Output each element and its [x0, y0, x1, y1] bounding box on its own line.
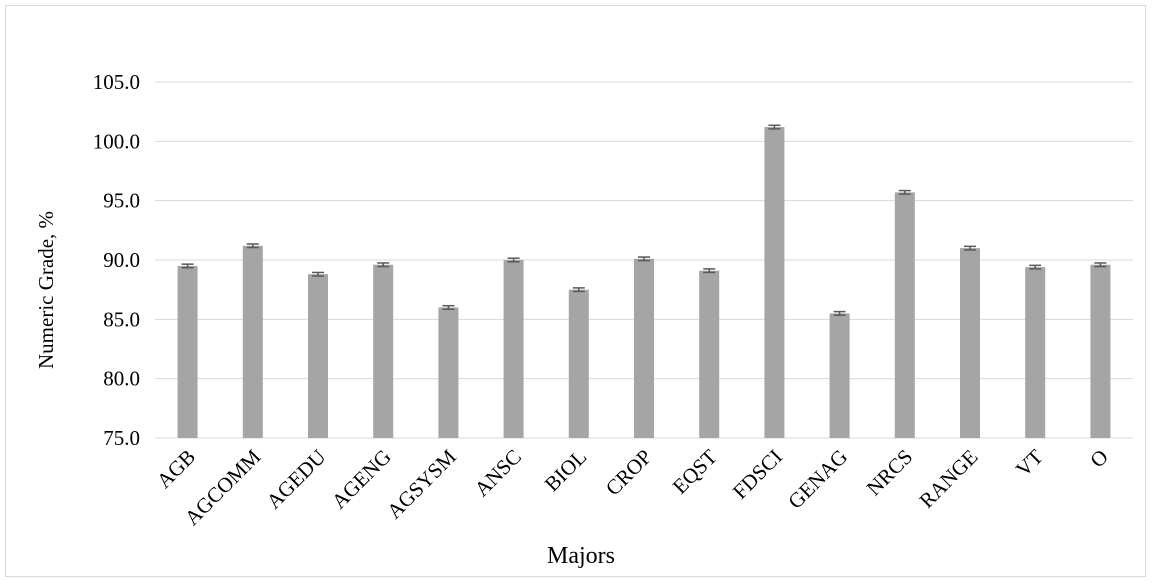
- x-tick-label: RANGE: [914, 445, 982, 513]
- bar-ansc: [503, 260, 524, 438]
- x-tick-label: O: [1085, 445, 1113, 473]
- y-tick-label: 75.0: [103, 426, 140, 450]
- bar-crop: [634, 258, 654, 438]
- x-tick-label: AGB: [152, 445, 200, 493]
- x-tick-label: CROP: [601, 445, 657, 501]
- x-tick-label: ANSC: [470, 445, 527, 502]
- bar-agb: [177, 265, 198, 438]
- y-tick-labels: 75.0 80.0 85.0 90.0 95.0 100.0 105.0: [93, 70, 140, 450]
- x-tick-label: BIOL: [540, 445, 592, 497]
- y-tick-label: 100.0: [93, 129, 140, 153]
- y-tick-label: 80.0: [103, 367, 140, 391]
- bar-agsysm: [438, 307, 459, 438]
- bar-fdsci: [764, 127, 785, 439]
- x-tick-label: AGEDU: [262, 445, 331, 514]
- bar-range: [960, 248, 980, 438]
- y-tick-label: 85.0: [103, 307, 140, 331]
- y-tick-label: 90.0: [103, 248, 140, 272]
- bar-eqst: [699, 270, 720, 438]
- x-tick-label: GENAG: [783, 445, 852, 514]
- bar-nrcs: [894, 192, 915, 438]
- bar-o: [1090, 264, 1111, 438]
- y-tick-label: 105.0: [93, 70, 140, 94]
- y-tick-label: 95.0: [103, 189, 140, 213]
- bar-genag: [829, 313, 850, 438]
- bars: [177, 127, 1111, 439]
- chart-area: 75.0 80.0 85.0 90.0 95.0 100.0 105.0 AGB AGCOMM…: [5, 5, 1146, 577]
- x-tick-label: NRCS: [862, 445, 918, 501]
- bar-biol: [568, 289, 589, 438]
- x-axis-title: Majors: [547, 543, 615, 569]
- bar-ageng: [373, 264, 394, 438]
- bar-agedu: [308, 274, 328, 438]
- x-tick-label: FDSCI: [728, 445, 787, 504]
- bar-vt: [1025, 267, 1046, 438]
- x-tick-label: EQST: [668, 444, 722, 498]
- x-tick-label: AGSYSM: [382, 444, 461, 523]
- x-tick-label: VT: [1011, 444, 1048, 481]
- error-bars: [181, 124, 1107, 316]
- bar-chart: 75.0 80.0 85.0 90.0 95.0 100.0 105.0 AGBAGCOMM…: [34, 70, 1133, 569]
- y-axis-title: Numeric Grade, %: [34, 211, 58, 369]
- bar-agcomm: [242, 245, 263, 438]
